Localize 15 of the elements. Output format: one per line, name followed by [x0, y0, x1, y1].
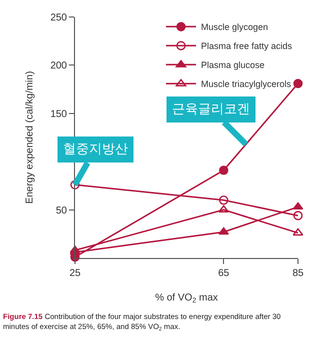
annotation: 혈중지방산: [63, 142, 128, 157]
x-tick-label: 25: [69, 268, 81, 279]
y-axis-title: Energy expended (cal/kg/min): [24, 71, 36, 204]
legend-label: Plasma free fatty acids: [201, 41, 293, 52]
legend-label: Muscle triacylglycerols: [201, 79, 292, 90]
x-tick-label: 85: [292, 268, 304, 279]
y-tick-label: 150: [50, 108, 68, 120]
y-tick-label: 50: [56, 205, 68, 216]
legend-label: Plasma glucose: [201, 60, 265, 70]
y-tick-label: 250: [50, 12, 68, 24]
x-tick-label: 65: [218, 268, 230, 279]
annotation: 근육글리코겐: [172, 102, 250, 117]
x-axis-title: % of VO$_{2}$ max: [155, 292, 218, 305]
legend-label: Muscle glycogen: [201, 22, 268, 32]
y-tick-label: 200: [50, 60, 68, 72]
